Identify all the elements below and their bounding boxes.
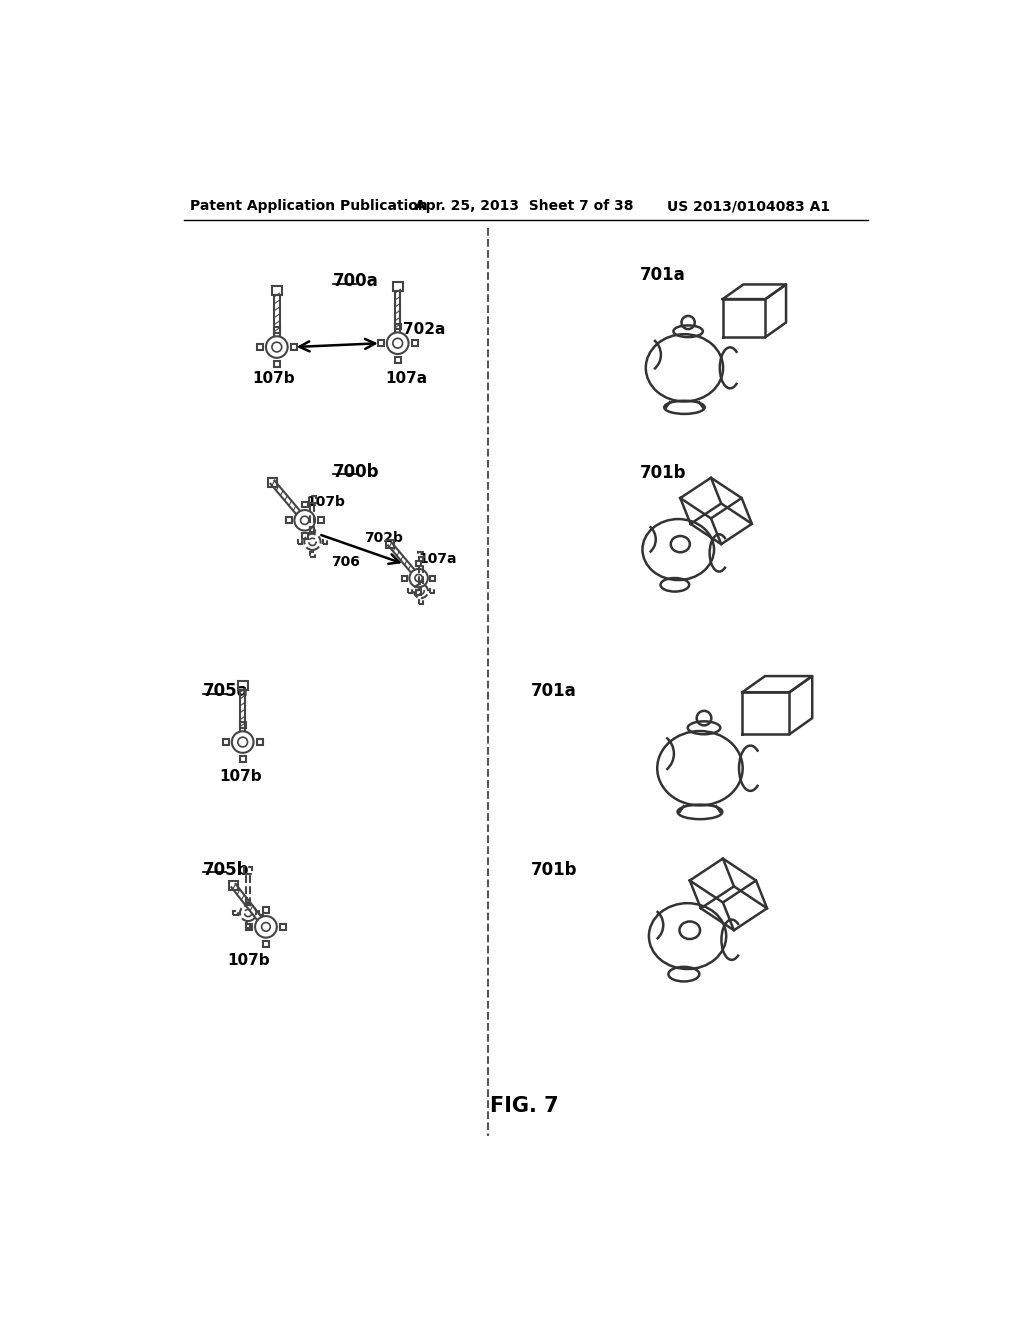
Bar: [286, 517, 292, 523]
Bar: [418, 552, 424, 557]
Text: 702a: 702a: [403, 322, 445, 337]
Bar: [394, 323, 400, 330]
Bar: [238, 681, 248, 689]
Text: 701b: 701b: [640, 465, 686, 482]
Bar: [416, 561, 421, 566]
Bar: [409, 589, 412, 593]
Text: 702b: 702b: [365, 531, 403, 545]
Bar: [240, 756, 246, 762]
Bar: [268, 478, 276, 487]
Bar: [291, 345, 297, 350]
Text: 107b: 107b: [219, 768, 262, 784]
Text: 107a: 107a: [419, 552, 457, 566]
Text: 107b: 107b: [227, 953, 270, 969]
Text: 700b: 700b: [334, 462, 380, 480]
Bar: [302, 502, 307, 507]
Bar: [273, 327, 280, 334]
Bar: [430, 589, 434, 593]
Bar: [419, 578, 423, 582]
Bar: [233, 911, 238, 915]
Text: 107b: 107b: [306, 495, 345, 510]
Bar: [317, 517, 324, 523]
Bar: [280, 924, 286, 929]
Text: 107b: 107b: [252, 371, 295, 387]
Bar: [430, 576, 435, 581]
Bar: [246, 898, 250, 903]
Text: 701a: 701a: [640, 267, 685, 284]
Bar: [308, 496, 316, 503]
Bar: [257, 739, 262, 744]
Bar: [245, 867, 252, 874]
Bar: [310, 527, 314, 532]
Text: 700a: 700a: [334, 272, 379, 290]
Text: 705b: 705b: [203, 861, 250, 879]
Bar: [323, 540, 328, 544]
Bar: [386, 540, 394, 548]
Text: 701b: 701b: [531, 861, 578, 879]
Bar: [298, 540, 302, 544]
Bar: [392, 282, 402, 290]
Bar: [257, 345, 263, 350]
Text: US 2013/0104083 A1: US 2013/0104083 A1: [667, 199, 829, 213]
Bar: [416, 590, 421, 595]
Bar: [263, 941, 269, 946]
Text: 107a: 107a: [385, 371, 427, 387]
Bar: [271, 286, 282, 294]
Bar: [258, 911, 263, 915]
Text: 701a: 701a: [531, 682, 577, 700]
Bar: [263, 907, 269, 913]
Bar: [302, 533, 307, 539]
Text: 705a: 705a: [203, 682, 249, 700]
Bar: [246, 923, 250, 928]
Bar: [273, 360, 280, 367]
Bar: [223, 739, 229, 744]
Bar: [310, 552, 314, 557]
Text: Patent Application Publication: Patent Application Publication: [190, 199, 428, 213]
Bar: [240, 722, 246, 729]
Bar: [412, 341, 418, 346]
Bar: [419, 601, 423, 605]
Bar: [246, 924, 252, 929]
Text: 706: 706: [331, 556, 359, 569]
Bar: [378, 341, 384, 346]
Text: FIG. 7: FIG. 7: [490, 1096, 559, 1115]
Bar: [401, 576, 407, 581]
Bar: [394, 356, 400, 363]
Text: Apr. 25, 2013  Sheet 7 of 38: Apr. 25, 2013 Sheet 7 of 38: [415, 199, 633, 213]
Bar: [228, 880, 239, 890]
